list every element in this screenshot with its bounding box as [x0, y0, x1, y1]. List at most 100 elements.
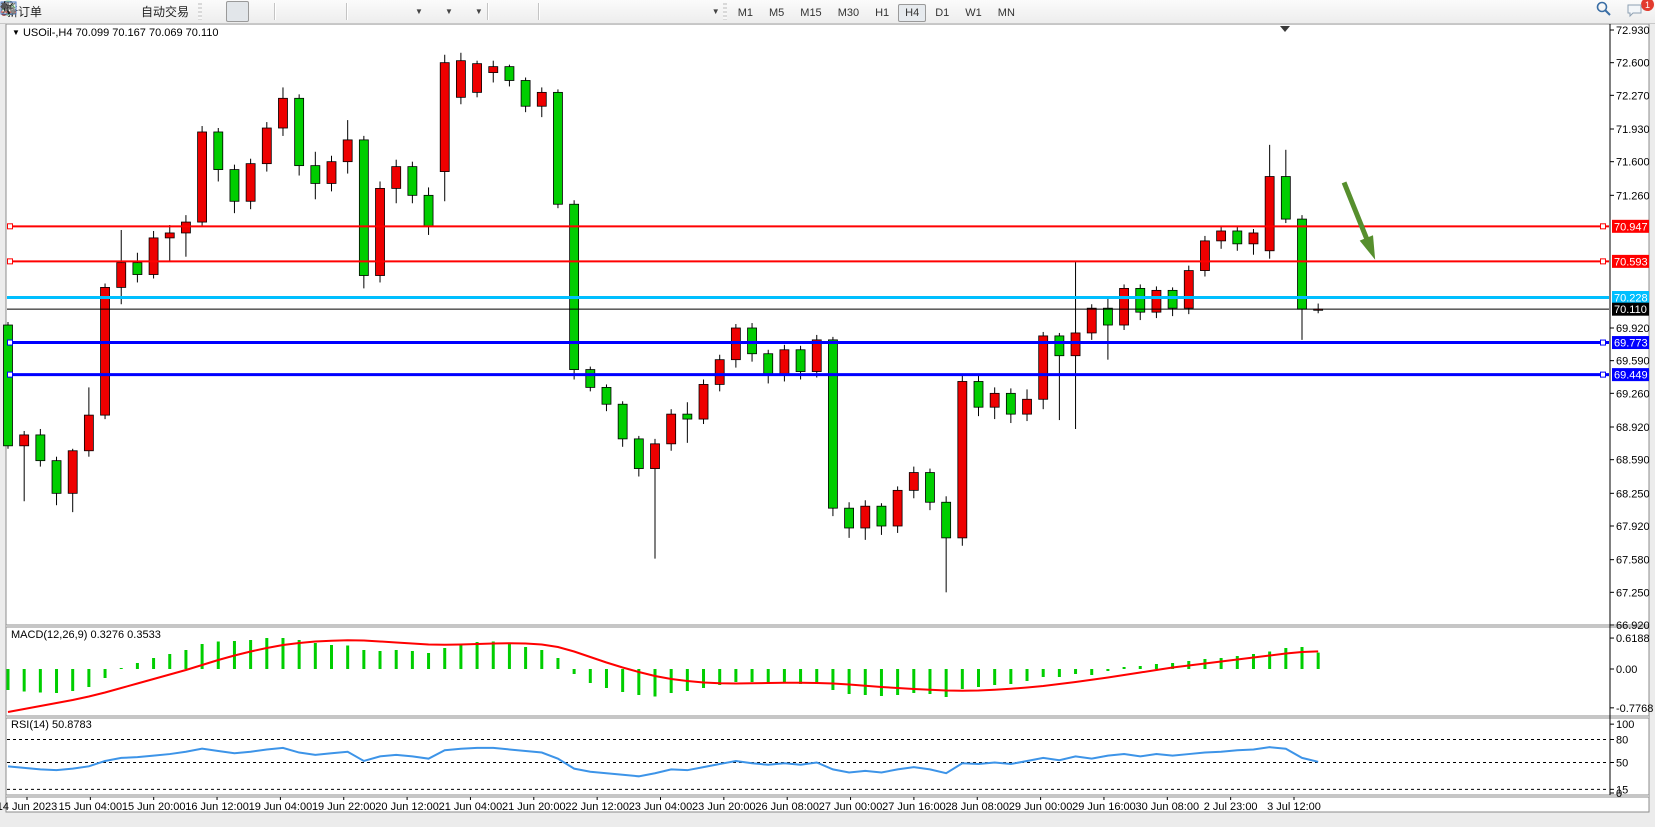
price-tick-label: 71.600 — [1616, 157, 1650, 169]
candle-down — [407, 166, 418, 196]
price-tick-label: 66.920 — [1616, 620, 1650, 632]
text-icon[interactable]: A — [4, 1, 669, 21]
candle-up — [472, 63, 482, 93]
new-chart-caret-icon[interactable]: ▼ — [415, 7, 423, 16]
shift-start-icon[interactable] — [2, 2, 372, 21]
level-endpoint[interactable] — [1600, 223, 1606, 230]
candle-down — [925, 472, 935, 503]
time-tick-label: 29 Jun 16:00 — [1072, 801, 1136, 813]
text-label-icon[interactable]: T — [1, 2, 690, 21]
level-endpoint[interactable] — [7, 258, 13, 265]
candle-up — [197, 131, 208, 223]
price-axis: 72.930 72.600 72.270 71.930 71.600 71.260 69.9… — [1610, 25, 1653, 800]
zoom-in-icon[interactable] — [2, 2, 300, 21]
level-endpoint[interactable] — [7, 223, 13, 230]
candle-down — [1232, 230, 1243, 245]
chart-title[interactable]: ▼ USOil-,H4 70.099 70.167 70.069 70.110 — [12, 27, 219, 39]
candle-up — [100, 287, 110, 416]
price-badge-label: 69.449 — [1614, 370, 1648, 382]
candle-down — [229, 169, 240, 202]
candle-down — [1054, 335, 1065, 357]
time-tick-label: 3 Jul 12:00 — [1267, 801, 1321, 813]
price-badge — [1612, 368, 1649, 382]
candle-up — [1200, 240, 1210, 271]
candle-down — [795, 349, 806, 372]
vertical-line-icon[interactable] — [7, 2, 564, 21]
timeframe-H1[interactable]: H1 — [875, 6, 890, 19]
price-badge-label: 70.228 — [1614, 293, 1648, 305]
candle-down — [682, 413, 693, 420]
timeframe-M15[interactable]: M15 — [800, 6, 822, 19]
rsi-tick-label: 0 — [1616, 788, 1622, 800]
candle-up — [391, 166, 402, 189]
price-badge — [1612, 336, 1649, 350]
time-tick-label: 26 Jun 08:00 — [755, 801, 819, 813]
level-endpoint[interactable] — [1600, 258, 1606, 265]
chart-line-icon[interactable] — [0, 2, 270, 21]
level-endpoint[interactable] — [1600, 371, 1606, 378]
chart-expander-icon[interactable]: ▼ — [12, 28, 20, 37]
rsi-tick-label: 80 — [1616, 734, 1628, 746]
macd-tick-label: -0.7768 — [1616, 703, 1653, 715]
timeframe-MN[interactable]: MN — [997, 6, 1015, 19]
candle-down — [585, 369, 596, 388]
candle-up — [536, 91, 547, 107]
candle-up — [67, 450, 78, 494]
arrows-caret-icon[interactable]: ▼ — [711, 7, 720, 16]
candle-up — [342, 139, 353, 163]
autotrading-button[interactable]: 自动交易 — [0, 1, 195, 22]
chat-icon[interactable]: 1 — [1626, 0, 1654, 21]
candle-down — [1005, 392, 1016, 415]
level-endpoint[interactable] — [1600, 339, 1606, 346]
level-endpoint[interactable] — [7, 371, 13, 378]
time-tick-label: 21 Jun 20:00 — [502, 801, 566, 813]
search-icon[interactable] — [1595, 1, 1616, 21]
candle-up — [148, 237, 159, 275]
timeframe-H4[interactable]: H4 — [898, 3, 927, 22]
crosshair-icon[interactable] — [2, 2, 534, 21]
candle-up — [698, 384, 709, 420]
candle-down — [876, 505, 887, 527]
timeframe-D1[interactable]: D1 — [935, 6, 950, 19]
timeframe-M30[interactable]: M30 — [837, 6, 860, 19]
candle-down — [844, 507, 854, 529]
new-chart-icon[interactable] — [1, 1, 414, 21]
candle-up — [19, 434, 30, 447]
annotation-down-arrow[interactable] — [1341, 181, 1376, 260]
gold-bars-icon[interactable] — [1, 2, 69, 21]
templates-caret-icon[interactable]: ▼ — [474, 7, 483, 16]
clock-icon[interactable] — [1, 1, 444, 21]
candle-down — [35, 434, 46, 462]
candle-up — [245, 163, 256, 202]
chart-candles-icon[interactable] — [2, 1, 250, 22]
tile-windows-icon[interactable] — [0, 1, 342, 21]
timeframe-W1[interactable]: W1 — [965, 6, 982, 19]
toolbar-grip — [198, 3, 203, 20]
timeframe-M1[interactable]: M1 — [737, 6, 753, 19]
fibonacci-icon[interactable]: F — [2, 2, 648, 21]
level-endpoint[interactable] — [7, 339, 13, 346]
zoom-out-icon[interactable] — [2, 2, 321, 21]
chart-bars-icon[interactable] — [1, 2, 226, 21]
candle-up — [439, 62, 450, 172]
channel-icon[interactable]: E — [1, 1, 627, 21]
accounts-icon[interactable] — [1, 1, 90, 21]
cursor-icon[interactable] — [4, 1, 513, 21]
candle-up — [278, 97, 288, 129]
templates-icon[interactable] — [0, 1, 474, 21]
toolbar: 新订单 自动交易 ▼ ▼ ▼ — [0, 0, 1655, 24]
trendline-icon[interactable] — [2, 2, 606, 21]
time-tick-label: 27 Jun 16:00 — [882, 801, 946, 813]
timeframe-M5[interactable]: M5 — [769, 6, 785, 19]
candle-down — [1280, 176, 1291, 220]
candle-down — [747, 327, 757, 355]
signal-icon[interactable] — [0, 0, 111, 21]
time-tick-label: 15 Jun 04:00 — [59, 801, 123, 813]
arrows-icon[interactable] — [0, 2, 711, 21]
time-tick-label: 20 Jun 12:00 — [375, 801, 439, 813]
candle-up — [1119, 287, 1129, 326]
clock-caret-icon[interactable]: ▼ — [444, 7, 453, 16]
shift-end-icon[interactable] — [3, 2, 393, 21]
horizontal-line-icon[interactable] — [2, 2, 585, 21]
